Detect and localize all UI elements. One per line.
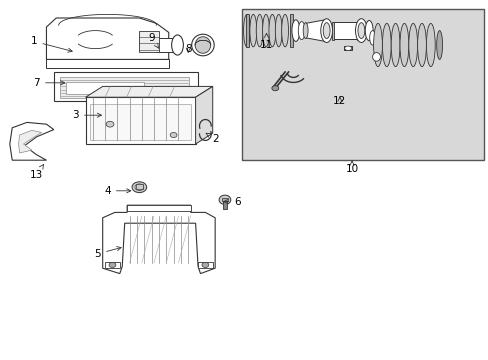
- Ellipse shape: [106, 121, 114, 127]
- Ellipse shape: [303, 23, 307, 39]
- Polygon shape: [85, 86, 212, 97]
- Bar: [54, 72, 198, 101]
- Bar: [331, 22, 334, 40]
- Bar: [46, 59, 168, 68]
- Polygon shape: [195, 86, 212, 144]
- Text: 8: 8: [184, 44, 191, 54]
- Ellipse shape: [291, 20, 299, 41]
- Bar: [60, 77, 189, 98]
- Ellipse shape: [399, 23, 408, 67]
- Ellipse shape: [191, 34, 214, 56]
- Ellipse shape: [170, 132, 177, 138]
- Ellipse shape: [436, 31, 442, 59]
- Bar: [357, 22, 359, 40]
- Ellipse shape: [275, 14, 282, 47]
- Ellipse shape: [298, 22, 305, 40]
- Ellipse shape: [195, 37, 210, 53]
- Ellipse shape: [382, 23, 390, 67]
- Bar: [156, 38, 176, 52]
- Bar: [139, 31, 159, 52]
- Ellipse shape: [369, 31, 375, 45]
- Ellipse shape: [249, 14, 256, 47]
- Ellipse shape: [281, 14, 288, 47]
- Ellipse shape: [365, 21, 372, 41]
- Ellipse shape: [171, 35, 183, 55]
- Bar: [66, 82, 144, 94]
- Ellipse shape: [426, 23, 434, 67]
- Ellipse shape: [219, 195, 230, 204]
- Text: 12: 12: [332, 96, 346, 106]
- Ellipse shape: [373, 23, 382, 67]
- Ellipse shape: [355, 19, 366, 42]
- Text: 11: 11: [259, 33, 273, 50]
- Bar: [90, 104, 190, 140]
- Bar: [290, 14, 293, 47]
- Bar: [245, 14, 248, 47]
- Polygon shape: [136, 184, 142, 189]
- Bar: [85, 97, 195, 144]
- Polygon shape: [305, 20, 325, 41]
- Ellipse shape: [408, 23, 417, 67]
- Bar: [344, 46, 351, 50]
- Polygon shape: [102, 205, 215, 274]
- Polygon shape: [19, 130, 41, 153]
- Ellipse shape: [357, 23, 364, 39]
- Ellipse shape: [417, 23, 426, 67]
- Ellipse shape: [323, 23, 329, 39]
- Bar: [333, 22, 358, 39]
- Ellipse shape: [109, 262, 116, 267]
- Bar: [127, 205, 190, 211]
- Ellipse shape: [390, 23, 399, 67]
- Bar: [198, 262, 212, 268]
- Ellipse shape: [372, 53, 380, 61]
- Text: 13: 13: [30, 165, 43, 180]
- Text: 6: 6: [224, 197, 240, 207]
- Ellipse shape: [320, 19, 332, 42]
- Ellipse shape: [271, 86, 278, 91]
- Bar: [242, 9, 483, 160]
- Polygon shape: [46, 18, 168, 59]
- Text: 4: 4: [104, 186, 130, 196]
- Bar: [221, 198, 228, 201]
- Text: 3: 3: [72, 110, 101, 120]
- Ellipse shape: [256, 14, 263, 47]
- Bar: [223, 200, 226, 209]
- Ellipse shape: [262, 14, 269, 47]
- Ellipse shape: [243, 14, 250, 47]
- Text: 7: 7: [33, 78, 64, 88]
- Ellipse shape: [132, 182, 146, 193]
- Text: 10: 10: [345, 161, 358, 174]
- Ellipse shape: [135, 184, 143, 190]
- Text: 1: 1: [31, 36, 72, 52]
- Text: 2: 2: [205, 133, 218, 144]
- Ellipse shape: [202, 262, 208, 267]
- Bar: [105, 262, 120, 268]
- Text: 5: 5: [94, 247, 121, 259]
- Ellipse shape: [268, 14, 275, 47]
- Text: 9: 9: [148, 33, 158, 48]
- Ellipse shape: [344, 46, 351, 50]
- Polygon shape: [10, 122, 54, 160]
